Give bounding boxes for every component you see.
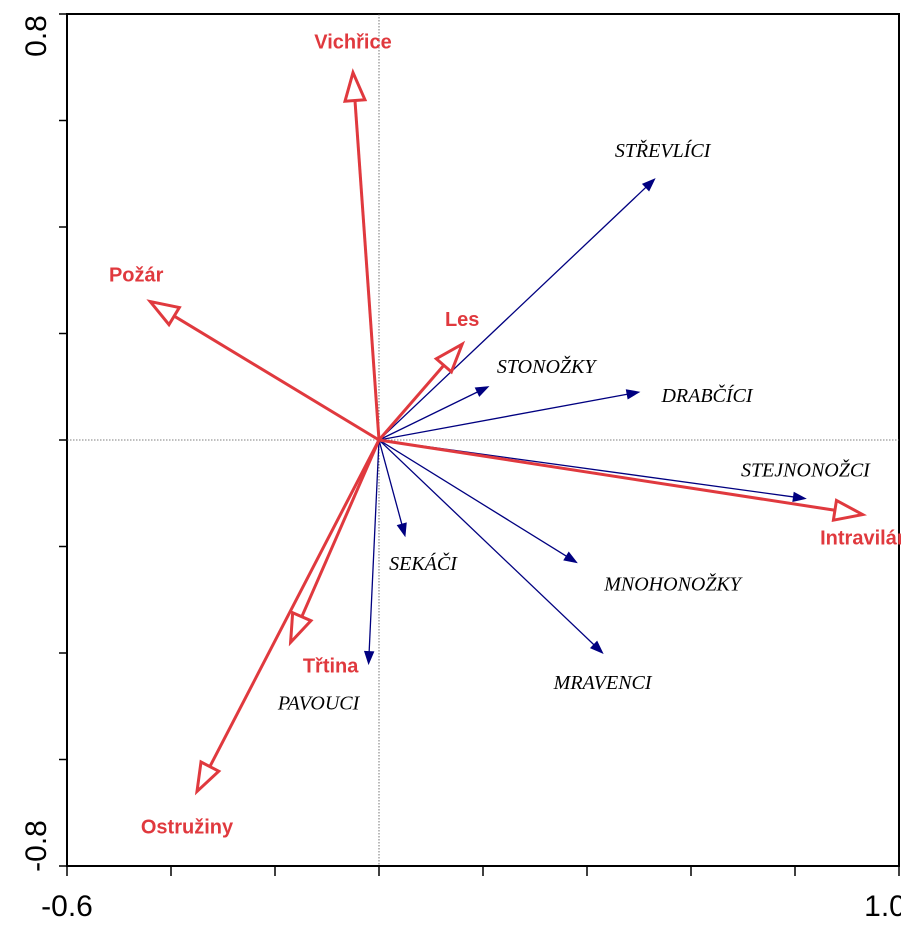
plot-frame xyxy=(67,14,899,866)
env-arrowhead-trtina xyxy=(291,613,311,643)
species-vector-pavouci xyxy=(369,440,379,652)
env-label-ostruziny: Ostružiny xyxy=(141,816,234,838)
env-vector-trtina xyxy=(302,440,379,617)
species-label-mnohonozky: MNOHONOŽKY xyxy=(603,572,743,595)
y-tick-label-min: -0.8 xyxy=(20,820,53,872)
species-label-stejnonozci: STEJNONOŽCI xyxy=(741,459,871,482)
species-arrowhead-sekaci xyxy=(398,523,407,536)
species-vector-strevlici xyxy=(379,187,646,440)
env-arrowhead-vichrice xyxy=(345,73,365,102)
species-vector-stonozky xyxy=(379,392,477,440)
env-label-trtina: Třtina xyxy=(303,655,359,677)
env-arrowhead-intravilan xyxy=(833,500,862,520)
env-label-intravilan: Intravilán xyxy=(820,528,901,550)
species-label-mravenci: MRAVENCI xyxy=(553,672,653,694)
env-label-vichrice: Vichřice xyxy=(314,32,391,54)
y-tick-label-max: 0.8 xyxy=(20,15,53,57)
species-arrowhead-stonozky xyxy=(475,387,488,396)
species-label-sekaci: SEKÁČI xyxy=(389,551,458,575)
env-vector-vichrice xyxy=(355,101,379,440)
species-vector-mnohonozky xyxy=(379,440,566,556)
env-label-pozar: Požár xyxy=(109,265,164,287)
species-arrowhead-mnohonozky xyxy=(564,552,577,562)
species-vector-mravenci xyxy=(379,440,594,645)
species-arrowhead-pavouci xyxy=(365,651,374,663)
env-arrowhead-ostruziny xyxy=(197,762,219,791)
species-arrowhead-stejnonozci xyxy=(793,492,806,501)
species-label-drabcici: DRABČÍCI xyxy=(660,383,753,407)
species-label-stonozky: STONOŽKY xyxy=(497,355,597,378)
env-label-les: Les xyxy=(445,309,479,331)
env-vector-ostruziny xyxy=(210,440,379,767)
species-label-pavouci: PAVOUCI xyxy=(277,693,361,715)
env-vector-les xyxy=(379,365,444,440)
x-tick-label-max: 1.0 xyxy=(864,890,901,923)
species-vector-drabcici xyxy=(379,394,627,440)
env-arrowhead-pozar xyxy=(150,302,179,325)
species-arrowhead-drabcici xyxy=(626,390,639,399)
species-label-strevlici: STŘEVLÍCI xyxy=(615,139,712,162)
env-vector-pozar xyxy=(174,316,379,440)
x-tick-label-min: -0.6 xyxy=(41,890,93,923)
